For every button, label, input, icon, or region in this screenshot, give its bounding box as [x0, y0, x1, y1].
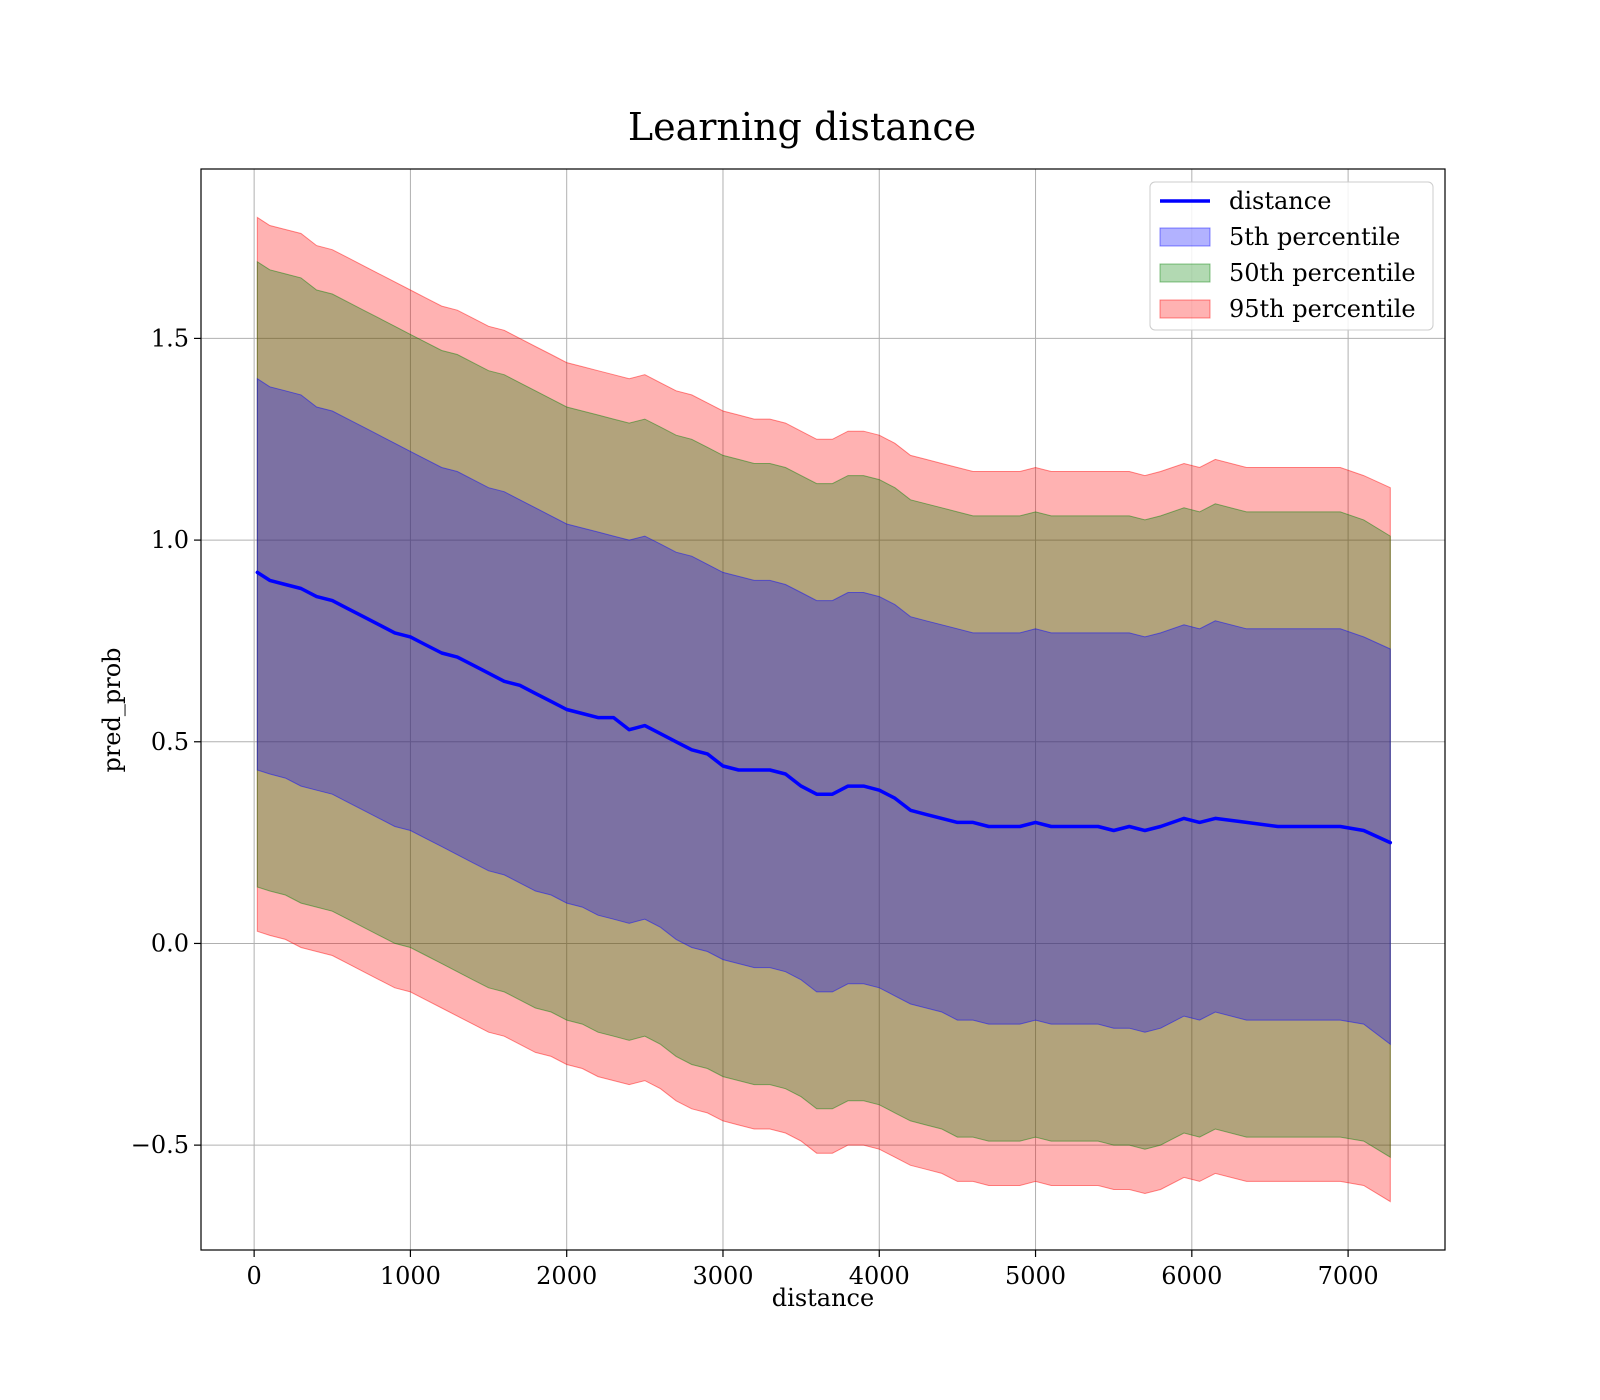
distance-line	[255, 570, 1393, 845]
percentile-bands	[256, 216, 1391, 1203]
5th-percentile-band	[256, 377, 1391, 1046]
legend-label: 50th percentile	[1229, 259, 1416, 287]
x-axis-label: distance	[772, 1284, 874, 1312]
y-tick-label: 1.5	[151, 324, 189, 352]
distance-line-layer	[255, 570, 1393, 845]
y-tick-label: −0.5	[131, 1131, 189, 1159]
50th-percentile-band	[256, 260, 1391, 1159]
legend-swatch-5th-percentile	[1159, 227, 1211, 247]
legend-swatch-50th-percentile	[1159, 263, 1211, 283]
x-tick-label: 0	[246, 1262, 261, 1290]
legend-label: distance	[1229, 187, 1331, 215]
x-tick-label: 3000	[692, 1262, 753, 1290]
x-tick-label: 1000	[380, 1262, 441, 1290]
legend-swatch-95th-percentile	[1159, 299, 1211, 319]
axis-ticks: 0 1000 2000 3000 4000 5000 6000 7000 −0.5 0.0 0.5 1…	[131, 324, 1379, 1290]
chart-title: Learning distance	[628, 105, 976, 149]
x-tick-label: 4000	[849, 1262, 910, 1290]
plot-frame	[200, 168, 1446, 1251]
x-tick-label: 2000	[536, 1262, 597, 1290]
y-tick-label: 1.0	[151, 526, 189, 554]
x-tick-label: 7000	[1318, 1262, 1379, 1290]
y-tick-label: 0.5	[151, 728, 189, 756]
x-tick-label: 6000	[1161, 1262, 1222, 1290]
y-tick-label: 0.0	[151, 929, 189, 957]
legend: distance 5th percentile 50th percentile 95t…	[1149, 181, 1434, 331]
y-axis-label: pred_prob	[98, 647, 126, 772]
legend-label: 95th percentile	[1229, 295, 1416, 323]
x-tick-label: 5000	[1005, 1262, 1066, 1290]
legend-label: 5th percentile	[1229, 223, 1400, 251]
legend-box	[1149, 181, 1434, 331]
95th-percentile-band	[256, 216, 1391, 1203]
